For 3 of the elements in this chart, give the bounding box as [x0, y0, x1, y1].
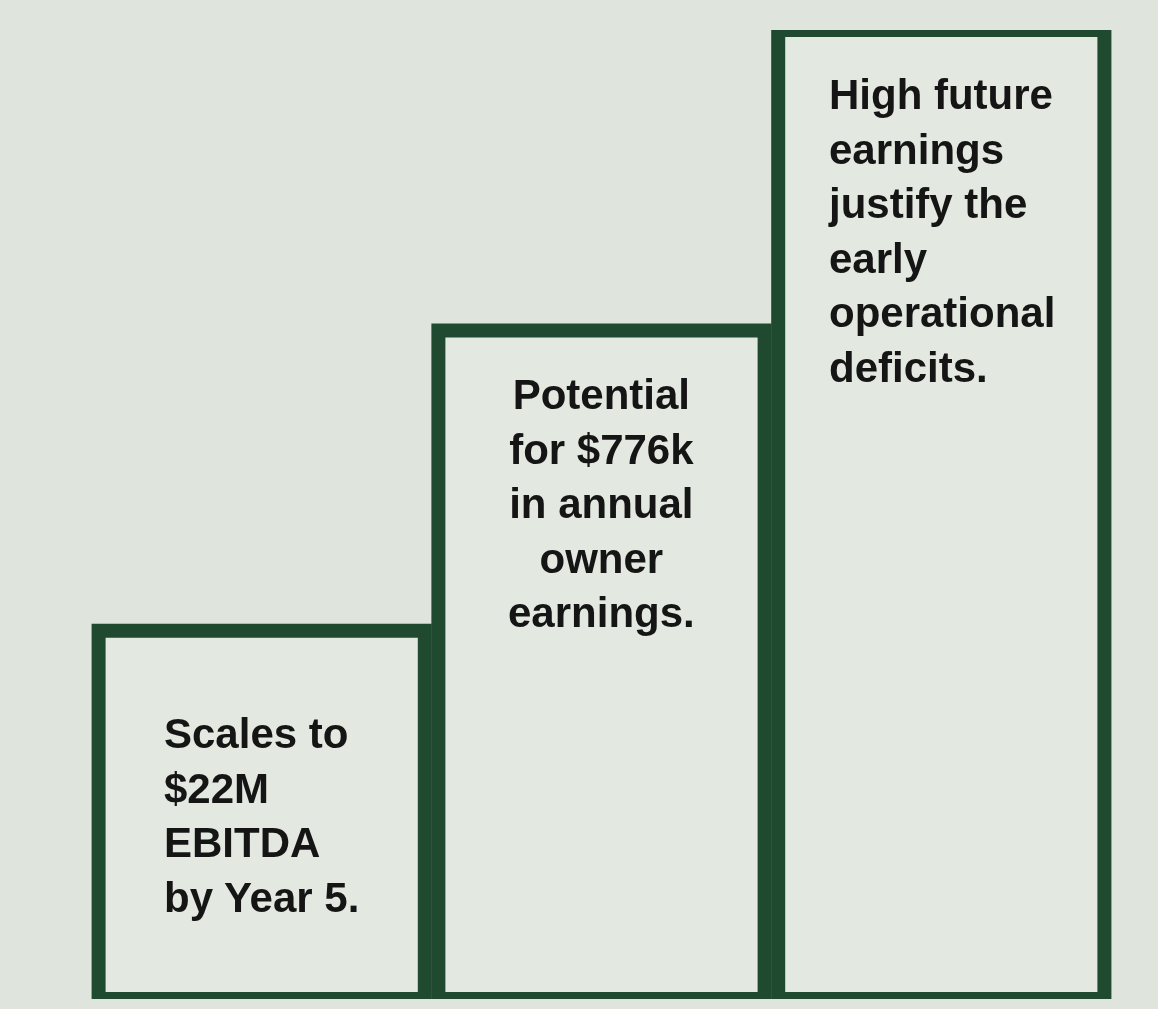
annotation: Potential for $776k in annual owner earnings.	[508, 371, 695, 637]
annotation: Scales to $22M EBITDA by Year 5.	[164, 710, 360, 921]
annotation: High future earnings justify the early operational deficits.	[828, 71, 1056, 391]
